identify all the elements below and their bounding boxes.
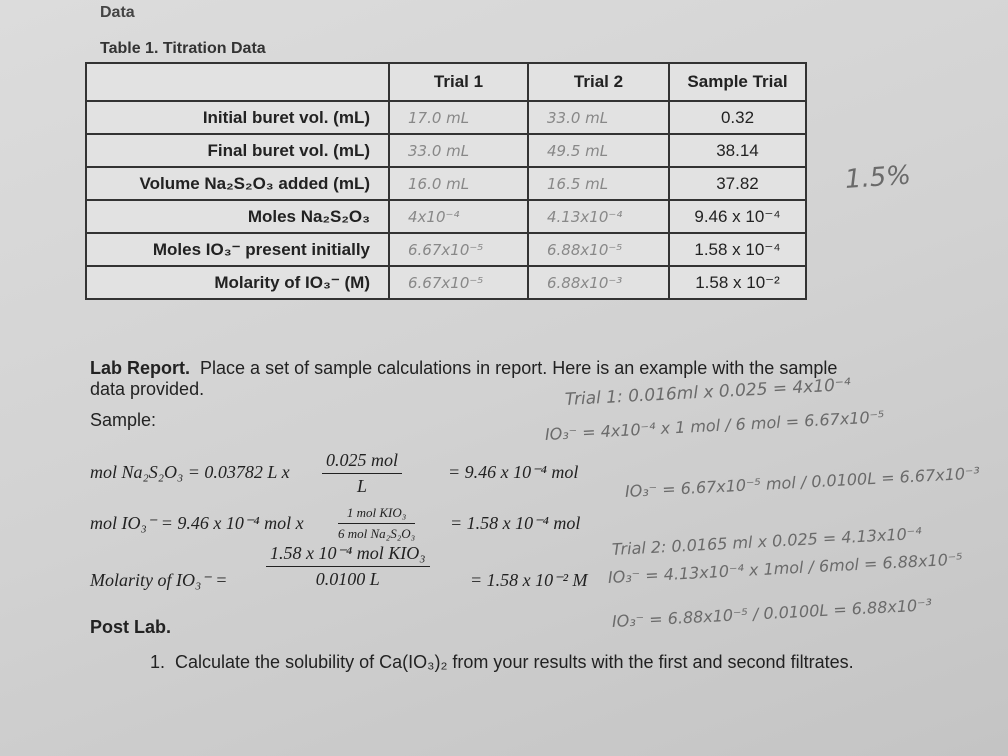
handwritten-note: IO₃⁻ = 6.67x10⁻⁵ mol / 0.0100L = 6.67x10… [624, 463, 981, 501]
cell: 1.58 x 10⁻² [668, 265, 807, 300]
cell: 9.46 x 10⁻⁴ [668, 199, 807, 234]
column-header: Trial 2 [527, 62, 670, 102]
cell: 1.58 x 10⁻⁴ [668, 232, 807, 267]
item-text: Calculate the solubility of Ca(IO₃)₂ fro… [175, 652, 854, 672]
table-row: Final buret vol. (mL) 33.0 mL 49.5 mL 38.14 [85, 133, 807, 168]
column-header: Sample Trial [668, 62, 807, 102]
cell: 33.0 mL [527, 100, 670, 135]
fraction: 1.58 x 10⁻⁴ mol KIO₃ 0.0100 L [266, 543, 430, 590]
numerator: 0.025 mol [322, 450, 402, 474]
equation-right: = 1.58 x 10⁻² M [470, 570, 588, 590]
row-label: Final buret vol. (mL) [85, 133, 390, 168]
lab-report-text: Place a set of sample calculations in re… [90, 358, 838, 399]
cell: 33.0 mL [388, 133, 529, 168]
cell: 49.5 mL [527, 133, 670, 168]
equation-right: = 1.58 x 10⁻⁴ mol [450, 513, 581, 533]
fraction: 0.025 mol L [322, 450, 402, 497]
table-body: Initial buret vol. (mL) 17.0 mL 33.0 mL 0.3… [85, 100, 807, 300]
column-header: Trial 1 [388, 62, 529, 102]
table-row: Initial buret vol. (mL) 17.0 mL 33.0 mL 0.3… [85, 100, 807, 135]
lab-report: Lab Report. Place a set of sample calcul… [90, 358, 870, 400]
fraction: 1 mol KIO₃ 6 mol Na₂S₂O₃ [338, 505, 416, 542]
cell: 38.14 [668, 133, 807, 168]
denominator: 0.0100 L [315, 569, 380, 589]
corner-cell [85, 62, 390, 102]
titration-table: Trial 1 Trial 2 Sample Trial Initial buret… [85, 62, 807, 300]
cell: 37.82 [668, 166, 807, 201]
handwritten-note: IO₃⁻ = 4x10⁻⁴ x 1 mol / 6 mol = 6.67x10⁻… [544, 407, 885, 444]
table-row: Moles IO₃⁻ present initially 6.67x10⁻⁵ 6.8… [85, 232, 807, 267]
equation-left: mol IO₃⁻ = 9.46 x 10⁻⁴ mol x [90, 513, 304, 533]
cell: 6.88x10⁻³ [527, 265, 670, 300]
cell: 16.5 mL [527, 166, 670, 201]
row-label: Volume Na₂S₂O₃ added (mL) [85, 166, 390, 201]
denominator: L [356, 476, 367, 496]
row-label: Molarity of IO₃⁻ (M) [85, 265, 390, 300]
cell: 4.13x10⁻⁴ [527, 199, 670, 234]
section-title: Data [100, 4, 135, 21]
sample-label: Sample: [90, 410, 157, 430]
row-label: Moles Na₂S₂O₃ [85, 199, 390, 234]
numerator: 1.58 x 10⁻⁴ mol KIO₃ [266, 543, 430, 567]
cell: 6.67x10⁻⁵ [388, 232, 529, 267]
cell: 6.67x10⁻⁵ [388, 265, 529, 300]
handwritten-note: IO₃⁻ = 6.88x10⁻⁵ / 0.0100L = 6.88x10⁻³ [611, 595, 933, 631]
item-number: 1. [150, 652, 166, 672]
cell: 0.32 [668, 100, 807, 135]
equation-left: mol Na₂S₂O₃ = 0.03782 L x [90, 462, 290, 482]
numerator: 1 mol KIO₃ [338, 505, 416, 524]
post-lab-title: Post Lab. [90, 617, 172, 637]
table-row: Molarity of IO₃⁻ (M) 6.67x10⁻⁵ 6.88x10⁻³ 1.… [85, 265, 807, 300]
row-label: Initial buret vol. (mL) [85, 100, 390, 135]
table-row: Volume Na₂S₂O₃ added (mL) 16.0 mL 16.5 mL 3… [85, 166, 807, 201]
row-label: Moles IO₃⁻ present initially [85, 232, 390, 267]
cell: 17.0 mL [388, 100, 529, 135]
equation-right: = 9.46 x 10⁻⁴ mol [448, 462, 579, 482]
cell: 6.88x10⁻⁵ [527, 232, 670, 267]
cell: 16.0 mL [388, 166, 529, 201]
lab-report-title: Lab Report. [90, 358, 191, 378]
denominator: 6 mol Na₂S₂O₃ [338, 526, 416, 541]
table-row: Moles Na₂S₂O₃ 4x10⁻⁴ 4.13x10⁻⁴ 9.46 x 10⁻⁴ [85, 199, 807, 234]
header-row: Trial 1 Trial 2 Sample Trial [85, 62, 807, 102]
table-title: Table 1. Titration Data [100, 40, 266, 57]
cell: 4x10⁻⁴ [388, 199, 529, 234]
equation-left: Molarity of IO₃⁻ = [90, 570, 228, 590]
handwritten-note: 1.5% [843, 160, 912, 195]
